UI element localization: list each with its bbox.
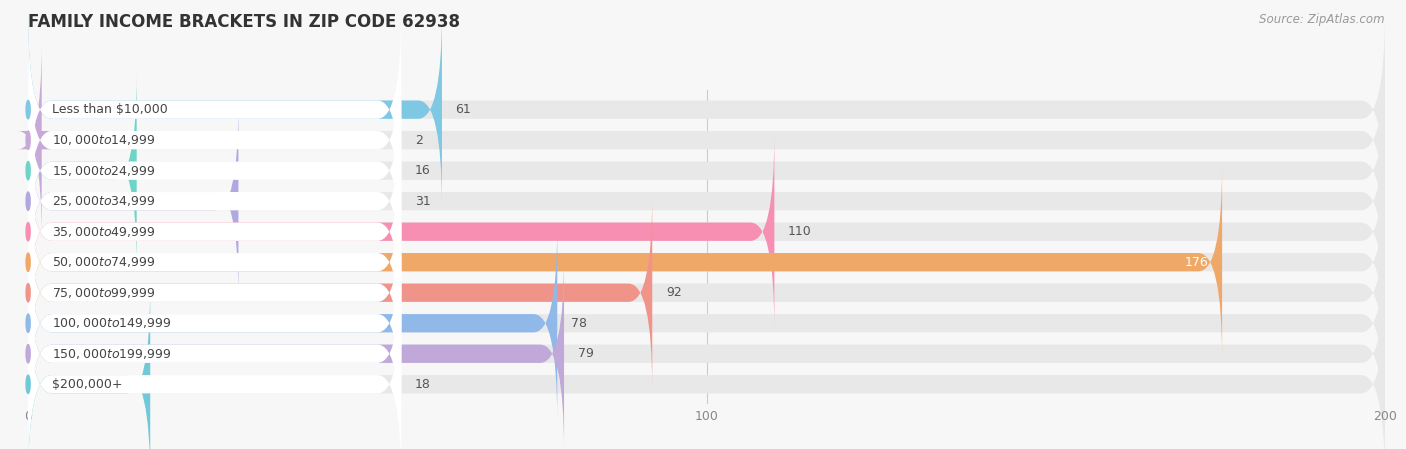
Text: $150,000 to $199,999: $150,000 to $199,999 <box>52 347 172 361</box>
FancyBboxPatch shape <box>28 195 1385 390</box>
Text: 2: 2 <box>415 134 423 147</box>
Circle shape <box>27 284 30 302</box>
FancyBboxPatch shape <box>28 165 1385 360</box>
FancyBboxPatch shape <box>28 43 401 238</box>
FancyBboxPatch shape <box>28 134 1385 329</box>
Text: 61: 61 <box>456 103 471 116</box>
FancyBboxPatch shape <box>28 104 1385 299</box>
FancyBboxPatch shape <box>28 43 1385 238</box>
FancyBboxPatch shape <box>28 12 1385 207</box>
Circle shape <box>27 101 30 119</box>
Circle shape <box>27 314 30 332</box>
Text: 79: 79 <box>578 347 593 360</box>
Text: 78: 78 <box>571 317 586 330</box>
FancyBboxPatch shape <box>28 104 239 299</box>
Circle shape <box>27 192 30 210</box>
FancyBboxPatch shape <box>28 286 1385 449</box>
Circle shape <box>27 162 30 180</box>
Text: 16: 16 <box>415 164 430 177</box>
FancyBboxPatch shape <box>28 256 401 449</box>
FancyBboxPatch shape <box>28 165 401 360</box>
Circle shape <box>27 344 30 363</box>
FancyBboxPatch shape <box>28 256 564 449</box>
FancyBboxPatch shape <box>28 134 401 329</box>
Text: 176: 176 <box>1185 256 1209 269</box>
Circle shape <box>27 131 30 150</box>
Text: $25,000 to $34,999: $25,000 to $34,999 <box>52 194 156 208</box>
Text: 18: 18 <box>415 378 430 391</box>
Text: 31: 31 <box>415 195 430 208</box>
Text: $15,000 to $24,999: $15,000 to $24,999 <box>52 164 156 178</box>
Circle shape <box>27 253 30 271</box>
FancyBboxPatch shape <box>28 165 1222 360</box>
Text: $50,000 to $74,999: $50,000 to $74,999 <box>52 255 156 269</box>
Text: $10,000 to $14,999: $10,000 to $14,999 <box>52 133 156 147</box>
FancyBboxPatch shape <box>28 225 401 421</box>
FancyBboxPatch shape <box>28 12 401 207</box>
FancyBboxPatch shape <box>28 104 401 299</box>
Text: FAMILY INCOME BRACKETS IN ZIP CODE 62938: FAMILY INCOME BRACKETS IN ZIP CODE 62938 <box>28 13 460 31</box>
FancyBboxPatch shape <box>18 43 52 238</box>
FancyBboxPatch shape <box>28 134 775 329</box>
FancyBboxPatch shape <box>28 12 441 207</box>
Text: 92: 92 <box>666 286 682 299</box>
Circle shape <box>27 375 30 393</box>
Text: $200,000+: $200,000+ <box>52 378 122 391</box>
FancyBboxPatch shape <box>28 256 1385 449</box>
Text: $35,000 to $49,999: $35,000 to $49,999 <box>52 224 156 239</box>
Text: $100,000 to $149,999: $100,000 to $149,999 <box>52 316 172 330</box>
FancyBboxPatch shape <box>28 225 557 421</box>
Text: Less than $10,000: Less than $10,000 <box>52 103 167 116</box>
FancyBboxPatch shape <box>28 225 1385 421</box>
Text: 110: 110 <box>787 225 811 238</box>
FancyBboxPatch shape <box>28 73 1385 269</box>
FancyBboxPatch shape <box>28 286 401 449</box>
Text: Source: ZipAtlas.com: Source: ZipAtlas.com <box>1260 13 1385 26</box>
FancyBboxPatch shape <box>28 286 150 449</box>
FancyBboxPatch shape <box>28 73 136 269</box>
FancyBboxPatch shape <box>28 195 401 390</box>
Text: $75,000 to $99,999: $75,000 to $99,999 <box>52 286 156 300</box>
Circle shape <box>27 223 30 241</box>
FancyBboxPatch shape <box>28 195 652 390</box>
FancyBboxPatch shape <box>28 73 401 269</box>
